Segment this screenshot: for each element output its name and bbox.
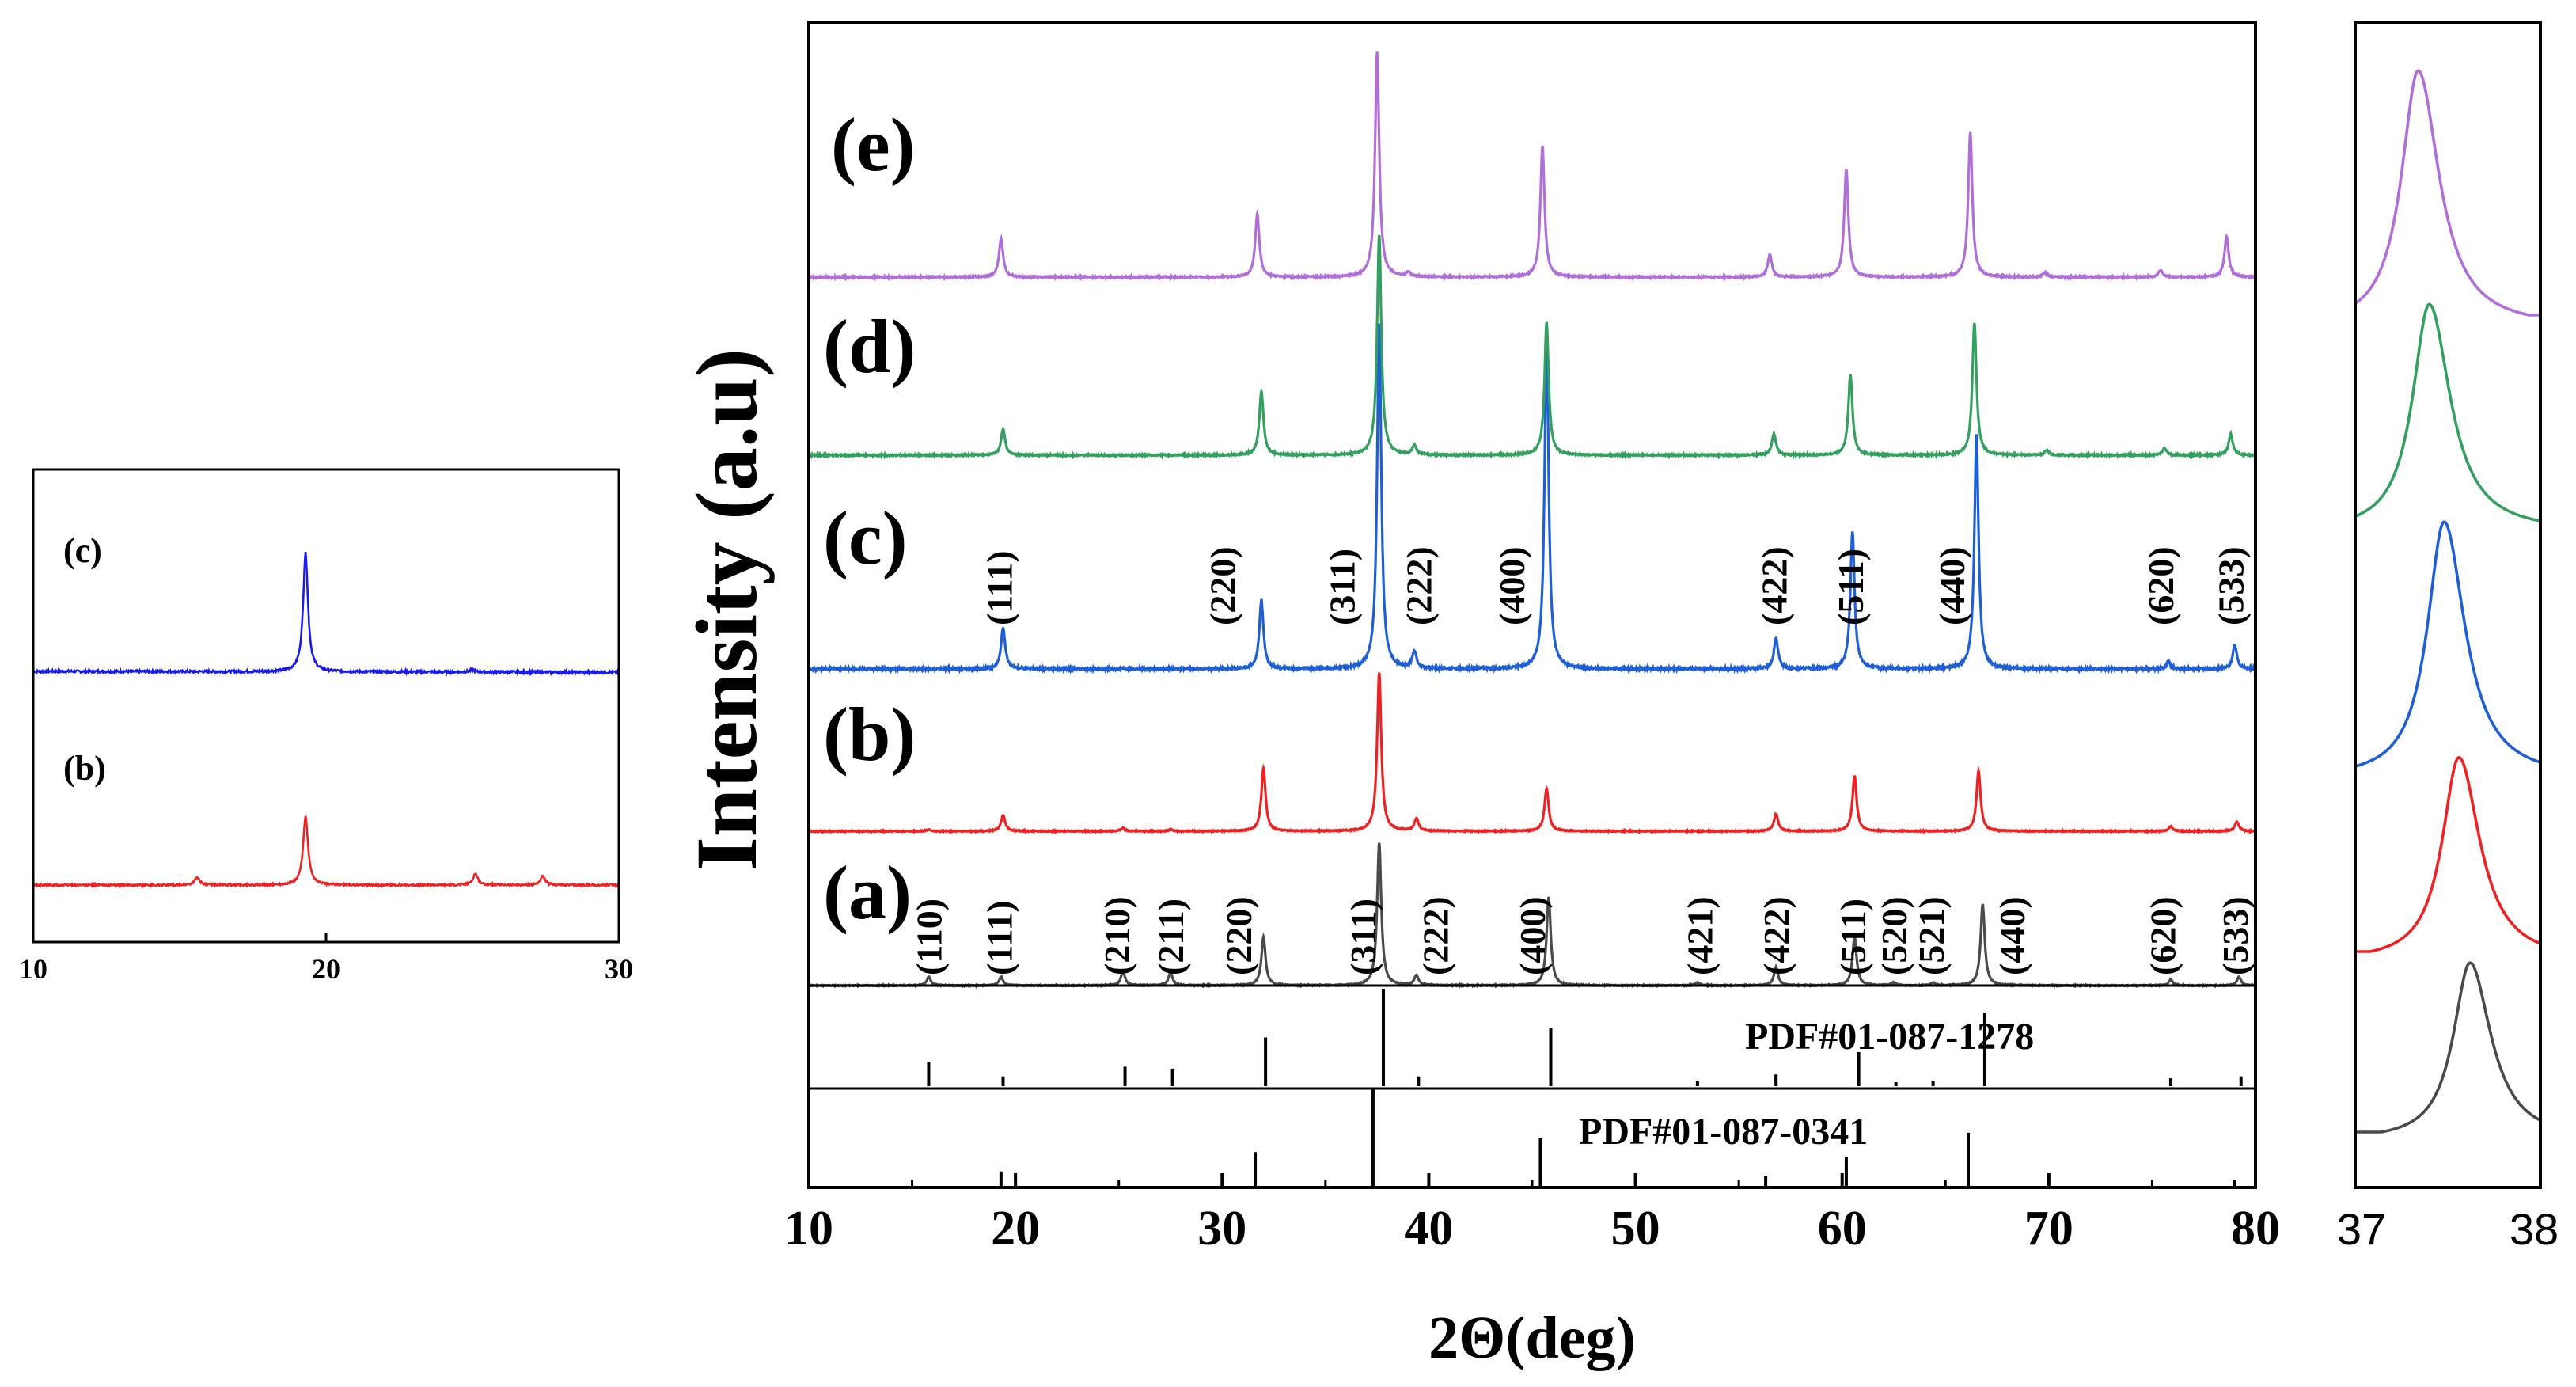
- peak-annotation-a-9: (422): [1756, 896, 1796, 975]
- reference-patterns-group: [927, 989, 2243, 1186]
- inset-series-group: [32, 551, 620, 889]
- series-line-c: [807, 323, 2257, 675]
- peak-annotation-a-14: (620): [2143, 896, 2183, 975]
- main-x-tick-label-70: 70: [2024, 1202, 2073, 1256]
- series-label-e: (e): [831, 102, 916, 187]
- zoom-series-line-c: [2354, 520, 2541, 768]
- peak-annotation-a-7: (400): [1512, 896, 1553, 975]
- inset-x-ticks: 10 20 30: [19, 933, 633, 985]
- peak-annotation-a-4: (220): [1219, 896, 1259, 975]
- main-x-tick-label-30: 30: [1197, 1202, 1246, 1256]
- inset-series-label-b: (b): [63, 749, 106, 788]
- reference-label-1278: PDF#01-087-1278: [1745, 1016, 2034, 1058]
- zoom-x-tick-label-37: 37: [2337, 1204, 2386, 1254]
- main-y-axis-title: Intensity (a.u): [678, 348, 775, 871]
- peak-annotation-c-3: (222): [1398, 546, 1439, 625]
- inset-plot-frame: [32, 468, 620, 944]
- peak-annotation-a-11: (520): [1874, 896, 1914, 975]
- main-chart: 10 20 30 40 50 60 70 80 (110) (111) (210) (211) (22…: [678, 21, 2280, 1371]
- peak-annotation-a-2: (210): [1097, 896, 1137, 975]
- zoom-series-line-b: [2355, 756, 2541, 953]
- series-label-a: (a): [823, 850, 912, 935]
- main-x-tick-label-50: 50: [1611, 1202, 1660, 1256]
- main-x-tick-label-80: 80: [2231, 1202, 2280, 1256]
- peak-annotation-c-7: (440): [1932, 546, 1972, 625]
- peak-annotation-c-0: (111): [979, 550, 1019, 625]
- main-plot-frame: [807, 21, 2257, 1189]
- series-label-c: (c): [823, 496, 908, 580]
- peak-annotation-c-5: (422): [1755, 546, 1795, 625]
- inset-series-line-c: [32, 551, 620, 677]
- inset-x-tick-label-30: 30: [605, 953, 633, 985]
- peak-annotation-a-13: (440): [1992, 896, 2032, 975]
- series-line-e: [808, 51, 2256, 282]
- zoom-chart: 37 38: [2337, 21, 2559, 1254]
- series-label-d: (d): [823, 304, 916, 389]
- peak-annotation-c-1: (220): [1202, 546, 1242, 625]
- peak-annotation-a-10: (511): [1833, 899, 1873, 975]
- peak-annotation-c-4: (400): [1492, 546, 1532, 625]
- series-label-b: (b): [823, 692, 916, 777]
- zoom-x-ticks: 37 38: [2337, 1173, 2559, 1254]
- zoom-series-line-d: [2354, 302, 2541, 522]
- zoom-plot-frame: [2354, 21, 2542, 1189]
- inset-series-line-b: [32, 815, 620, 889]
- zoom-series-line-a: [2355, 961, 2541, 1134]
- peak-annotation-c-8: (620): [2141, 546, 2181, 625]
- peak-annotation-a-15: (533): [2215, 896, 2255, 975]
- main-x-tick-label-40: 40: [1404, 1202, 1453, 1256]
- main-x-tick-label-60: 60: [1818, 1202, 1867, 1256]
- main-x-tick-label-10: 10: [784, 1202, 833, 1256]
- peak-annotation-a-5: (311): [1343, 899, 1383, 975]
- main-x-axis-title: 2Θ(deg): [1428, 1305, 1636, 1371]
- main-peak-annotations: (110) (111) (210) (211) (220) (311) (222) (400)…: [909, 546, 2255, 975]
- peak-annotation-c-9: (533): [2211, 546, 2252, 625]
- peak-annotation-c-6: (511): [1831, 549, 1871, 625]
- zoom-x-tick-label-38: 38: [2510, 1204, 2559, 1254]
- zoom-series-group: [2354, 69, 2541, 1134]
- series-line-b: [807, 672, 2256, 835]
- series-line-d: [807, 234, 2256, 460]
- peak-annotation-a-12: (521): [1911, 896, 1952, 975]
- inset-x-tick-label-10: 10: [19, 953, 47, 985]
- inset-chart: 10 20 30 (c) (b): [19, 468, 633, 985]
- peak-annotation-a-8: (421): [1680, 896, 1720, 975]
- zoom-series-line-e: [2354, 69, 2540, 317]
- inset-series-label-c: (c): [63, 531, 102, 570]
- peak-annotation-a-3: (211): [1151, 899, 1191, 975]
- peak-annotation-c-2: (311): [1322, 549, 1363, 625]
- peak-annotation-a-6: (222): [1415, 896, 1455, 975]
- main-x-tick-label-20: 20: [991, 1202, 1040, 1256]
- peak-annotation-a-1: (111): [979, 900, 1019, 975]
- inset-x-tick-label-20: 20: [312, 953, 340, 985]
- main-x-ticks: 10 20 30 40 50 60 70 80: [784, 1173, 2280, 1256]
- peak-annotation-a-0: (110): [909, 899, 950, 975]
- reference-label-0341: PDF#01-087-0341: [1579, 1111, 1868, 1153]
- main-series-group: [807, 51, 2257, 990]
